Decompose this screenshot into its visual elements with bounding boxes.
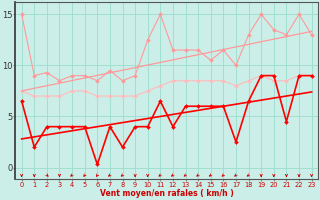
X-axis label: Vent moyen/en rafales ( km/h ): Vent moyen/en rafales ( km/h ) xyxy=(100,189,234,198)
